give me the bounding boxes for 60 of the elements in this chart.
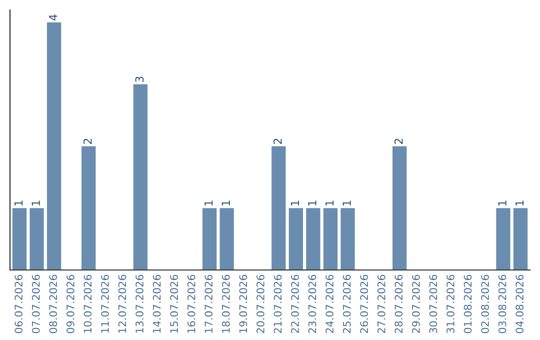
bar bbox=[392, 146, 407, 270]
x-tick-label: 12.07.2026 bbox=[118, 274, 126, 333]
x-tick-label: 31.07.2026 bbox=[446, 274, 454, 334]
x-tick-label: 07.07.2026 bbox=[32, 274, 40, 334]
x-tick-label: 21.07.2026 bbox=[274, 274, 282, 334]
x-tick-label: 13.07.2026 bbox=[136, 274, 144, 333]
data-label: 1 bbox=[342, 200, 351, 206]
bar bbox=[46, 22, 62, 270]
x-tick-label: 26.07.2026 bbox=[360, 274, 368, 334]
x-tick-label: 28.07.2026 bbox=[394, 274, 403, 334]
data-label: 2 bbox=[273, 138, 282, 144]
x-tick-label: 18.07.2026 bbox=[222, 274, 230, 333]
data-label: 1 bbox=[32, 200, 40, 206]
data-label: 1 bbox=[290, 200, 299, 206]
x-tick-label: 02.08.2026 bbox=[481, 274, 489, 334]
bar bbox=[513, 208, 528, 270]
x-tick-label: 14.07.2026 bbox=[152, 274, 161, 333]
x-tick-label: 16.07.2026 bbox=[187, 274, 196, 333]
x-tick-label: 09.07.2026 bbox=[66, 274, 74, 334]
x-tick-label: 23.07.2026 bbox=[308, 274, 316, 334]
bar bbox=[323, 208, 338, 270]
x-tick-label: 20.07.2026 bbox=[256, 274, 264, 334]
x-tick-label: 08.07.2026 bbox=[49, 274, 58, 334]
bar bbox=[496, 208, 510, 270]
x-tick-label: 17.07.2026 bbox=[204, 274, 213, 333]
data-label: 1 bbox=[204, 200, 213, 206]
data-label: 1 bbox=[308, 200, 316, 206]
bar bbox=[12, 208, 27, 270]
x-tick-label: 15.07.2026 bbox=[170, 274, 178, 333]
x-tick-label: 29.07.2026 bbox=[412, 274, 420, 334]
x-tick-label: 01.08.2026 bbox=[464, 274, 472, 334]
bar bbox=[133, 84, 148, 270]
data-label: 2 bbox=[83, 138, 92, 144]
data-label: 4 bbox=[49, 14, 58, 20]
bar bbox=[272, 146, 286, 270]
data-label: 3 bbox=[135, 76, 144, 82]
x-tick-label: 06.07.2026 bbox=[14, 274, 23, 334]
bar bbox=[288, 208, 303, 270]
data-label: 1 bbox=[515, 200, 524, 206]
bar bbox=[306, 208, 320, 270]
x-tick-label: 10.07.2026 bbox=[84, 274, 92, 333]
x-tick-label: 24.07.2026 bbox=[326, 274, 334, 334]
bar bbox=[30, 208, 44, 270]
x-tick-label: 22.07.2026 bbox=[291, 274, 299, 334]
bar bbox=[202, 208, 217, 270]
bar bbox=[220, 208, 234, 270]
x-tick-label: 19.07.2026 bbox=[239, 274, 248, 333]
data-label: 2 bbox=[394, 138, 403, 144]
data-label: 1 bbox=[222, 200, 230, 206]
data-label: 1 bbox=[14, 200, 23, 206]
data-label: 1 bbox=[498, 200, 506, 206]
x-tick-label: 27.07.2026 bbox=[377, 274, 386, 334]
x-tick-label: 25.07.2026 bbox=[342, 274, 351, 334]
bar bbox=[82, 146, 96, 270]
bar bbox=[340, 208, 355, 270]
x-tick-label: 11.07.2026 bbox=[101, 274, 109, 333]
data-label: 1 bbox=[325, 200, 334, 206]
x-tick-label: 30.07.2026 bbox=[429, 274, 438, 334]
x-tick-label: 03.08.2026 bbox=[498, 274, 506, 334]
x-tick-label: 04.08.2026 bbox=[516, 274, 524, 334]
